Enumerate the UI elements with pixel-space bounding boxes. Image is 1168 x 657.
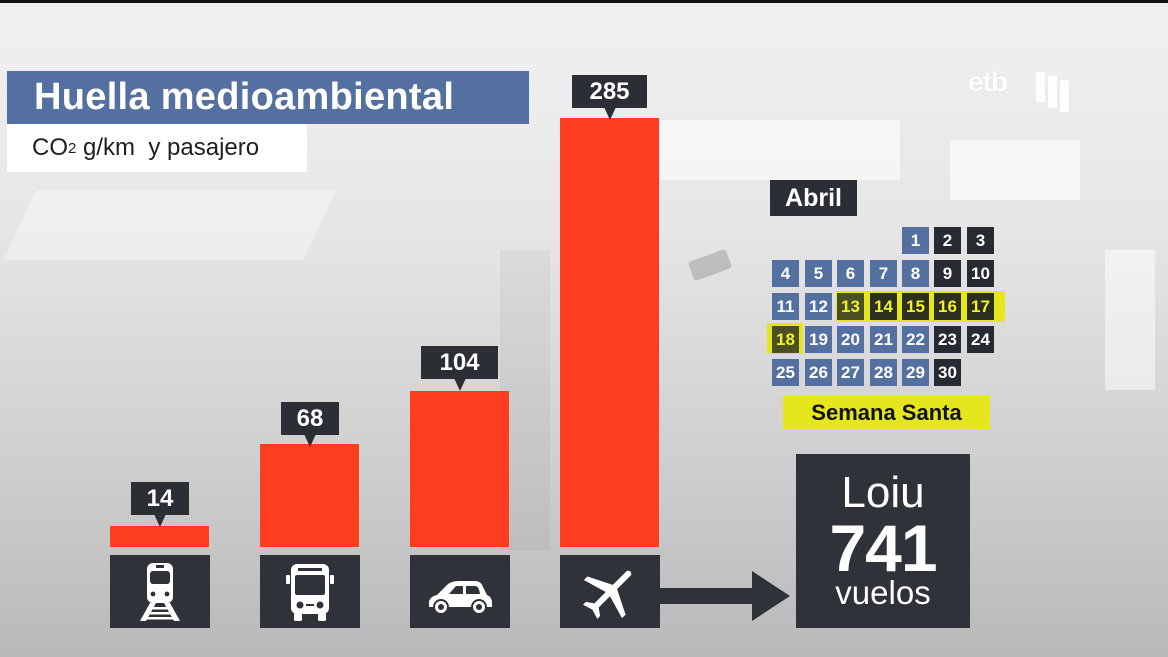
calendar-day: 21 [870, 326, 897, 353]
calendar-day: 9 [934, 260, 961, 287]
calendar-day: 23 [934, 326, 961, 353]
plane-icon [583, 570, 632, 619]
background-building [3, 190, 337, 260]
calendar-day: 4 [772, 260, 799, 287]
calendar-day-holy: 16 [934, 293, 961, 320]
calendar-day: 20 [837, 326, 864, 353]
train-icon [140, 562, 180, 621]
background-building [1105, 250, 1155, 390]
bus-icon-box [260, 555, 360, 628]
background-building [950, 140, 1080, 200]
calendar-day: 5 [805, 260, 832, 287]
calendar-day: 26 [805, 359, 832, 386]
calendar-day: 1 [902, 227, 929, 254]
bar-car [410, 391, 509, 547]
train-icon-box [110, 555, 210, 628]
etb-logo: etb [968, 66, 1008, 97]
bar-bus [260, 444, 359, 547]
background-object [687, 248, 733, 282]
calendar-day: 8 [902, 260, 929, 287]
calendar-day-holy: 18 [772, 326, 799, 353]
flights-box: Loiu 741 vuelos [796, 454, 970, 628]
plane-icon-box [560, 555, 660, 628]
subtitle-subscript: 2 [68, 139, 77, 157]
background-building [660, 120, 900, 180]
bar-plane [560, 118, 659, 547]
calendar-day: 28 [870, 359, 897, 386]
calendar-day: 29 [902, 359, 929, 386]
car-icon [428, 580, 492, 615]
calendar-day-holy: 13 [837, 293, 864, 320]
flight-count: 741 [829, 511, 937, 585]
calendar-day: 2 [934, 227, 961, 254]
calendar-day: 12 [805, 293, 832, 320]
calendar-day: 25 [772, 359, 799, 386]
bar-label-bus: 68 [281, 402, 339, 447]
calendar-day: 6 [837, 260, 864, 287]
calendar-day-holy: 15 [902, 293, 929, 320]
holy-week-legend: Semana Santa [783, 396, 990, 430]
flight-unit: vuelos [835, 574, 931, 611]
calendar-day: 19 [805, 326, 832, 353]
chart-subtitle: CO 2 g/km y pasajero [7, 124, 307, 172]
bar-label-plane: 285 [572, 75, 647, 120]
arrow-icon [658, 571, 790, 621]
bar-train [110, 526, 209, 547]
calendar-day: 10 [967, 260, 994, 287]
chart-title: Huella medioambiental [7, 71, 529, 124]
calendar-day: 30 [934, 359, 961, 386]
top-border [0, 0, 1168, 3]
calendar-day-holy: 17 [967, 293, 994, 320]
bar-label-car: 104 [421, 346, 498, 391]
calendar-day: 7 [870, 260, 897, 287]
calendar-day-holy: 14 [870, 293, 897, 320]
calendar-day: 27 [837, 359, 864, 386]
calendar-day: 22 [902, 326, 929, 353]
calendar-day: 11 [772, 293, 799, 320]
subtitle-rest: g/km y pasajero [76, 134, 260, 161]
calendar-month: Abril [770, 180, 857, 216]
airport-name: Loiu [841, 468, 925, 517]
bus-icon [286, 563, 334, 621]
calendar-day: 3 [967, 227, 994, 254]
car-icon-box [410, 555, 510, 628]
subtitle-co: CO [32, 134, 68, 161]
etb-logo-icon [1036, 68, 1076, 112]
bar-label-train: 14 [131, 482, 189, 527]
calendar-day: 24 [967, 326, 994, 353]
